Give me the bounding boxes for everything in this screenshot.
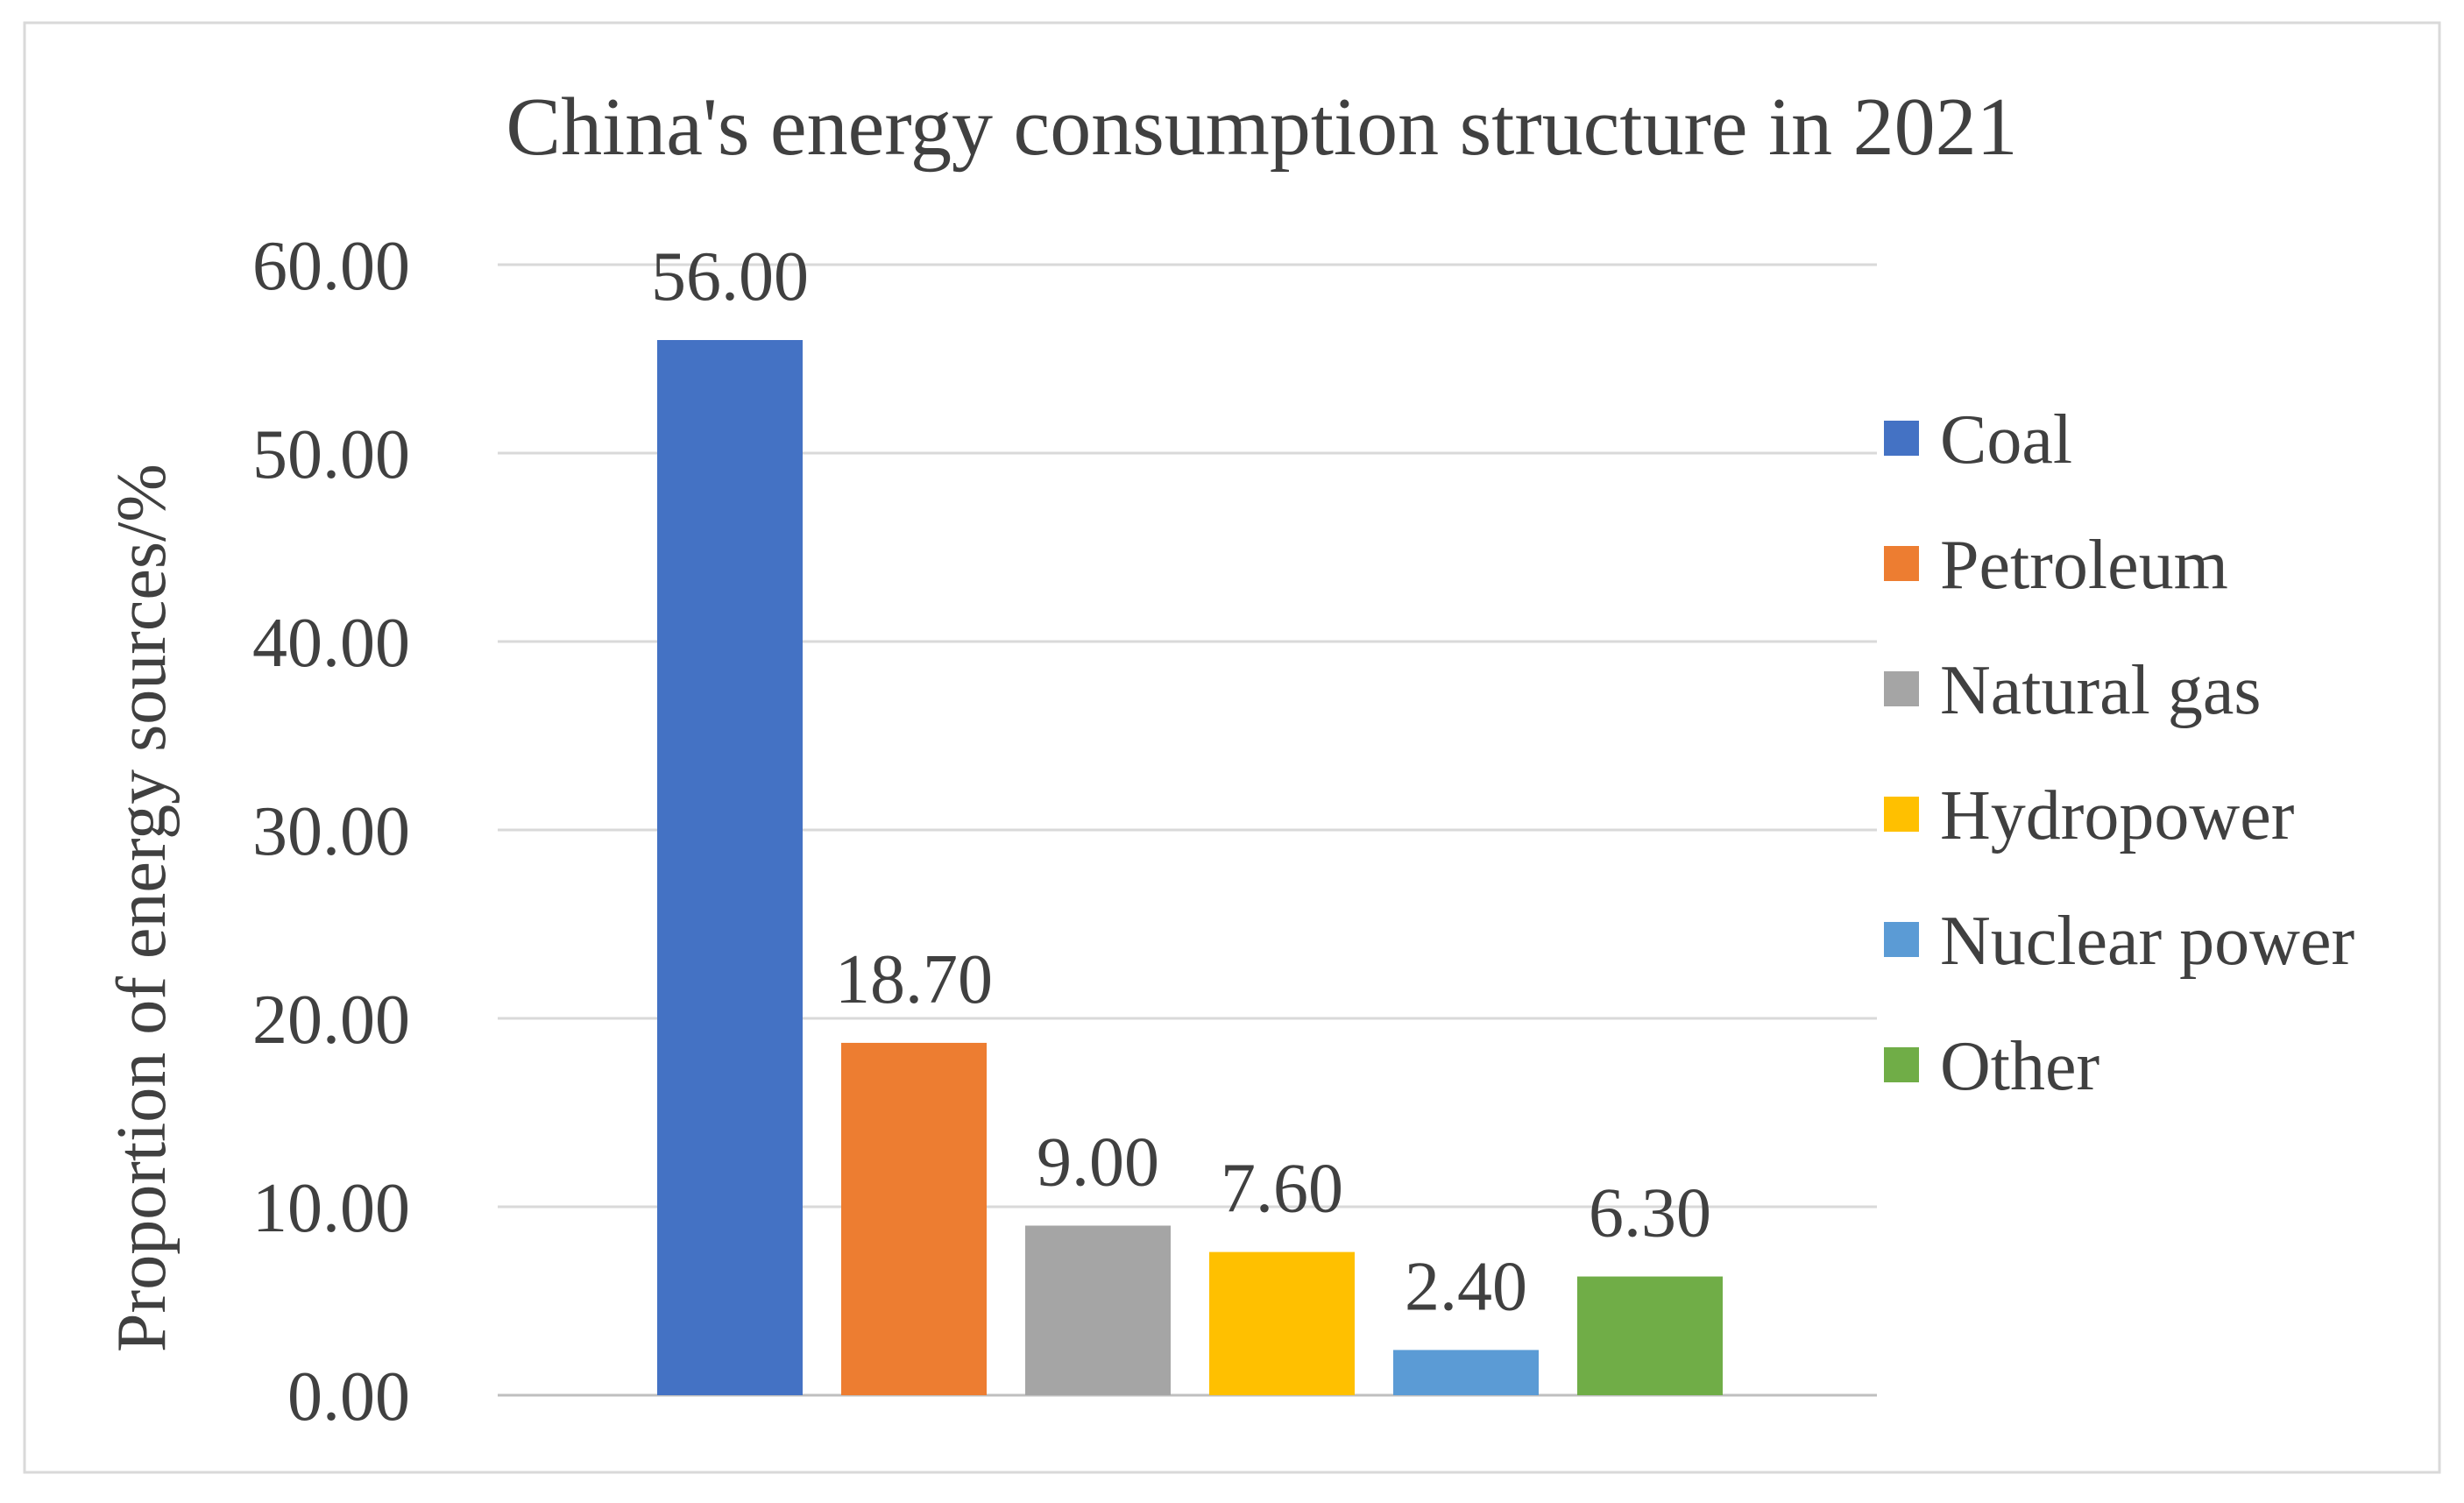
legend-label-nuclear-power: Nuclear power [1940,903,2354,980]
data-label-other: 6.30 [1589,1175,1711,1252]
legend-label-hydropower: Hydropower [1940,777,2294,854]
y-tick-label: 20.00 [252,982,410,1059]
y-tick-label: 10.00 [252,1170,410,1247]
bar-coal [657,340,803,1395]
data-label-petroleum: 18.70 [835,941,993,1018]
y-tick-label: 30.00 [252,793,410,870]
legend-swatch-other [1884,1047,1919,1082]
legend-swatch-natural-gas [1884,671,1919,706]
y-tick-label: 0.00 [287,1358,410,1436]
legend: Coal Petroleum Natural gas Hydropower Nuclea… [1884,401,2354,1105]
data-label-coal: 56.00 [651,238,809,315]
legend-swatch-hydropower [1884,797,1919,832]
data-label-hydropower: 7.60 [1221,1151,1343,1228]
bar-nuclear-power [1393,1350,1539,1395]
legend-label-other: Other [1940,1028,2099,1105]
bar-other [1577,1276,1723,1395]
bar-hydropower [1209,1251,1355,1395]
legend-swatch-petroleum [1884,546,1919,581]
chart-title: China's energy consumption structure in … [506,82,2017,173]
data-label-natural-gas: 9.00 [1037,1124,1159,1202]
data-label-nuclear-power: 2.40 [1405,1248,1527,1325]
legend-label-coal: Coal [1940,401,2072,479]
y-tick-label: 50.00 [252,416,410,493]
bars [657,340,1723,1395]
bar-petroleum [841,1042,987,1395]
y-tick-label: 40.00 [252,605,410,682]
y-axis-ticks: 0.00 10.00 20.00 30.00 40.00 50.00 60.00 [252,228,410,1436]
legend-swatch-nuclear-power [1884,922,1919,957]
y-axis-label: Proportion of energy sources/% [103,464,181,1352]
bar-natural-gas [1025,1225,1171,1395]
data-labels: 56.00 18.70 9.00 7.60 2.40 6.30 [651,238,1711,1325]
legend-label-natural-gas: Natural gas [1940,652,2262,729]
y-tick-label: 60.00 [252,228,410,305]
legend-swatch-coal [1884,421,1919,456]
legend-label-petroleum: Petroleum [1940,527,2228,604]
